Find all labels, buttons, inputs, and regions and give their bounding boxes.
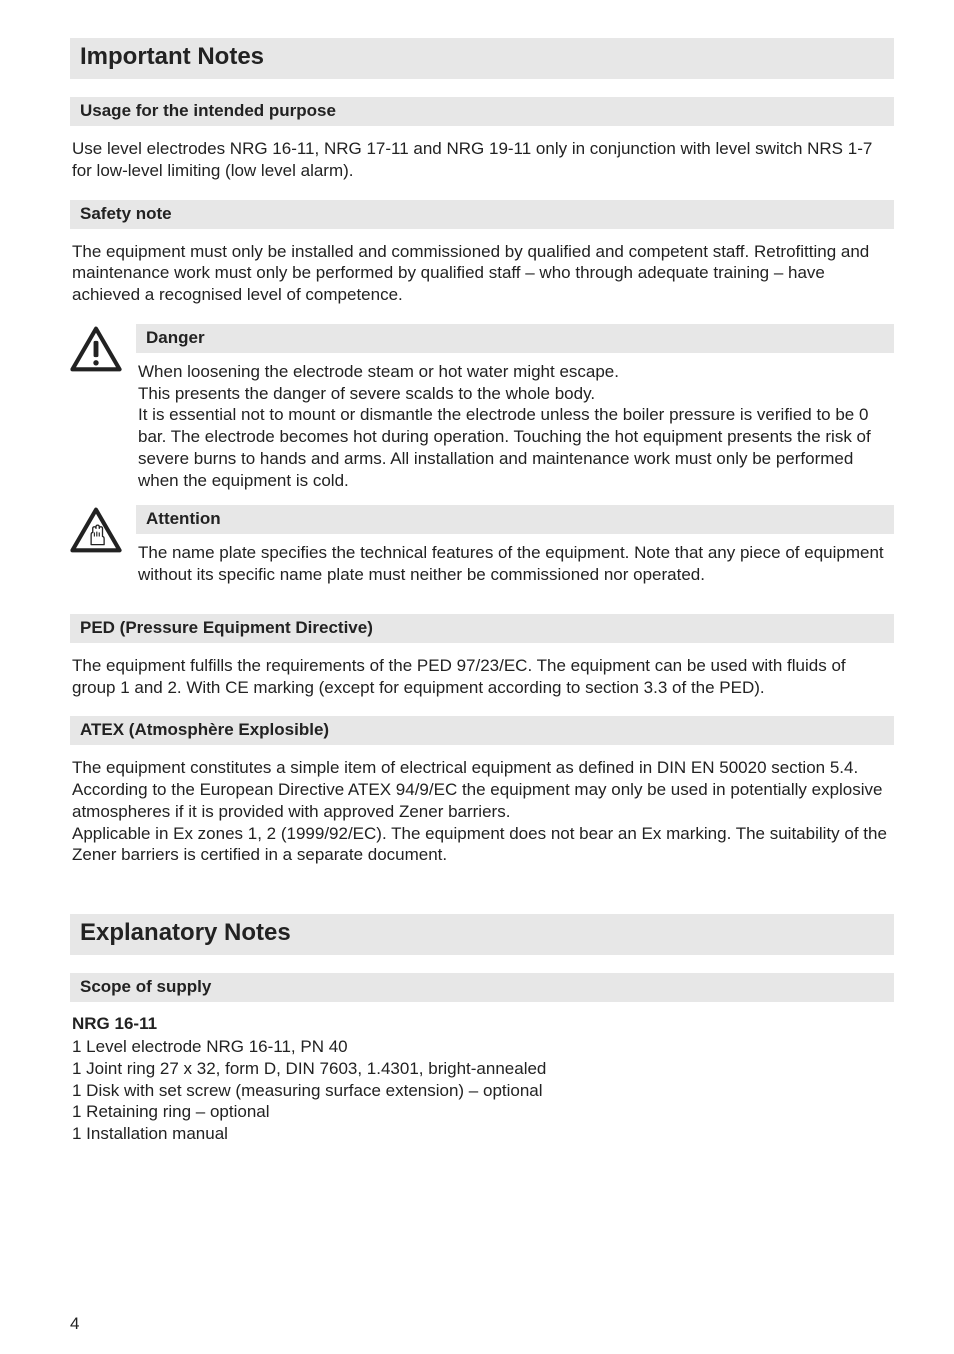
attention-callout: Attention The name plate specifies the t… bbox=[70, 505, 894, 586]
warning-exclamation-icon bbox=[70, 324, 122, 377]
usage-heading-band: Usage for the intended purpose bbox=[70, 97, 894, 126]
danger-heading: Danger bbox=[146, 328, 205, 347]
attention-body: The name plate specifies the technical f… bbox=[136, 542, 894, 586]
ped-heading-band: PED (Pressure Equipment Directive) bbox=[70, 614, 894, 643]
attention-content: Attention The name plate specifies the t… bbox=[136, 505, 894, 586]
atex-body: The equipment constitutes a simple item … bbox=[70, 757, 894, 866]
safety-heading-band: Safety note bbox=[70, 200, 894, 229]
safety-heading: Safety note bbox=[80, 204, 172, 223]
important-notes-heading: Important Notes bbox=[70, 38, 894, 79]
atex-heading-band: ATEX (Atmosphère Explosible) bbox=[70, 716, 894, 745]
page-number: 4 bbox=[70, 1314, 79, 1334]
scope-heading-band: Scope of supply bbox=[70, 973, 894, 1002]
list-item: 1 Retaining ring – optional bbox=[72, 1101, 892, 1123]
danger-callout: Danger When loosening the electrode stea… bbox=[70, 324, 894, 492]
scope-heading: Scope of supply bbox=[80, 977, 211, 996]
danger-heading-band: Danger bbox=[136, 324, 894, 353]
list-item: 1 Disk with set screw (measuring surface… bbox=[72, 1080, 892, 1102]
usage-heading: Usage for the intended purpose bbox=[80, 101, 336, 120]
attention-heading-band: Attention bbox=[136, 505, 894, 534]
warning-hand-icon bbox=[70, 505, 122, 558]
list-item: 1 Installation manual bbox=[72, 1123, 892, 1145]
important-notes-title: Important Notes bbox=[80, 43, 264, 70]
explanatory-notes-title: Explanatory Notes bbox=[80, 919, 291, 946]
danger-body: When loosening the electrode steam or ho… bbox=[136, 361, 894, 492]
usage-body: Use level electrodes NRG 16-11, NRG 17-1… bbox=[70, 138, 894, 182]
explanatory-notes-heading: Explanatory Notes bbox=[70, 914, 894, 955]
page: Important Notes Usage for the intended p… bbox=[0, 0, 954, 1354]
danger-content: Danger When loosening the electrode stea… bbox=[136, 324, 894, 492]
ped-body: The equipment fulfills the requirements … bbox=[70, 655, 894, 699]
atex-heading: ATEX (Atmosphère Explosible) bbox=[80, 720, 329, 739]
scope-product-heading: NRG 16-11 bbox=[70, 1014, 894, 1034]
list-item: 1 Level electrode NRG 16-11, PN 40 bbox=[72, 1036, 892, 1058]
attention-heading: Attention bbox=[146, 509, 221, 528]
list-item: 1 Joint ring 27 x 32, form D, DIN 7603, … bbox=[72, 1058, 892, 1080]
ped-heading: PED (Pressure Equipment Directive) bbox=[80, 618, 373, 637]
scope-list: 1 Level electrode NRG 16-11, PN 40 1 Joi… bbox=[70, 1036, 894, 1145]
safety-body: The equipment must only be installed and… bbox=[70, 241, 894, 306]
